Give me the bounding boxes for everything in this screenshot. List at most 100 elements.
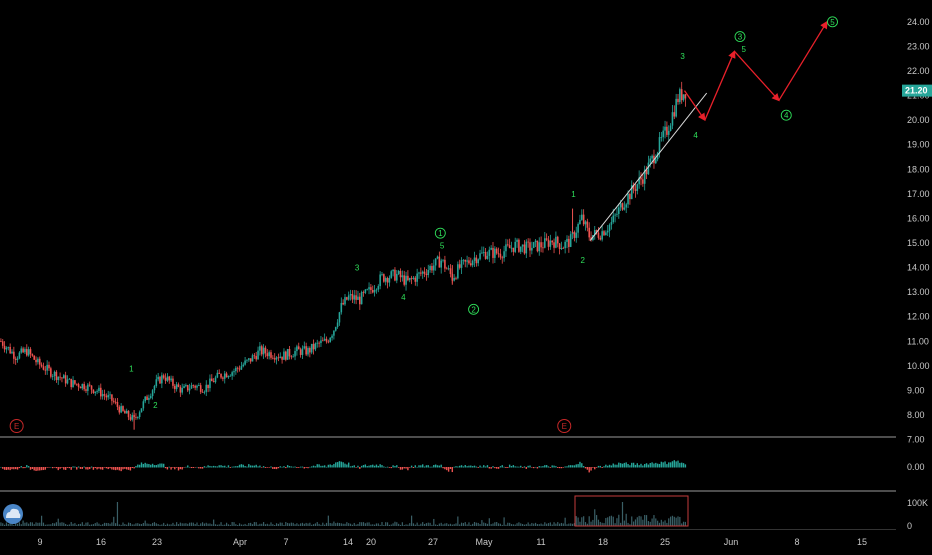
oscillator-bar — [516, 466, 518, 468]
oscillator-bar — [153, 465, 156, 468]
candle-body — [109, 394, 111, 396]
volume-bar — [79, 523, 82, 526]
volume-bar — [349, 523, 352, 526]
candle-body — [140, 408, 143, 413]
earnings-marker[interactable] — [9, 419, 24, 433]
volume-bar — [623, 520, 625, 526]
oscillator-bar — [386, 466, 389, 468]
candle-body — [344, 297, 346, 305]
oscillator-bar — [351, 465, 354, 468]
volume-bar — [658, 522, 661, 526]
volume-bar — [586, 523, 588, 526]
candle-body — [364, 289, 367, 293]
volume-bar — [599, 521, 601, 526]
volume-bar — [571, 523, 574, 526]
volume-bar — [386, 522, 389, 526]
oscillator-bar — [138, 464, 141, 468]
oscillator-bar — [185, 466, 187, 468]
candle-body — [355, 295, 357, 300]
volume-bar — [681, 523, 683, 526]
volume-bar — [303, 523, 305, 526]
oscillator-bar — [407, 467, 409, 471]
projection-segment[interactable] — [733, 50, 780, 102]
candle-body — [240, 366, 243, 370]
volume-bar — [525, 524, 527, 526]
projection-segment[interactable] — [704, 50, 736, 121]
volume-bar — [527, 522, 529, 526]
oscillator-bar — [275, 467, 278, 470]
oscillator-bar — [547, 466, 550, 468]
candle-body — [238, 368, 241, 370]
oscillator-bar — [571, 465, 574, 468]
projection-segment[interactable] — [778, 20, 828, 101]
wave-label: 4 — [401, 293, 406, 302]
oscillator-bar — [669, 462, 672, 468]
volume-bar — [682, 521, 685, 526]
candle-body — [470, 263, 472, 266]
oscillator-bar — [682, 463, 685, 468]
oscillator-bar — [181, 467, 183, 470]
oscillator-bar — [114, 467, 117, 471]
oscillator-bar — [494, 467, 496, 469]
volume-bar — [107, 523, 109, 526]
volume-bar — [374, 524, 376, 526]
oscillator-bar — [33, 467, 35, 471]
oscillator-bar — [520, 465, 522, 468]
volume-bar — [407, 524, 409, 526]
candle-body — [285, 351, 287, 360]
candle-body — [186, 385, 189, 391]
oscillator-bar — [190, 467, 193, 469]
time-tick-label: May — [475, 537, 493, 547]
oscillator-bar — [534, 466, 537, 468]
oscillator-bar — [492, 466, 494, 468]
oscillator-bar — [107, 467, 109, 470]
volume-bar — [155, 523, 157, 526]
candle-body — [51, 376, 54, 377]
candle-body — [418, 272, 420, 274]
volume-bar — [483, 522, 485, 526]
candle-body — [66, 379, 69, 384]
earnings-marker[interactable] — [557, 419, 572, 433]
volume-bar — [285, 522, 287, 526]
oscillator-bar — [383, 466, 385, 468]
candle-body — [103, 394, 106, 396]
volume-bar — [605, 517, 607, 526]
candle-body — [414, 277, 417, 282]
volume-highlight-box[interactable] — [574, 495, 689, 527]
oscillator-bar — [148, 464, 150, 468]
volume-bar — [398, 523, 400, 526]
oscillator-bar — [410, 465, 413, 468]
oscillator-bar — [640, 463, 642, 468]
oscillator-bar — [668, 462, 670, 468]
volume-bar — [520, 523, 522, 526]
volume-bar — [26, 522, 28, 526]
volume-bar — [616, 518, 618, 526]
candle-body — [468, 260, 470, 264]
candle-body — [155, 379, 158, 386]
volume-bar — [448, 524, 450, 526]
tradingview-logo-icon[interactable] — [3, 504, 23, 524]
candle-body — [299, 349, 302, 355]
volume-bar — [359, 522, 361, 526]
candle-body — [246, 359, 248, 361]
time-tick-label: 27 — [428, 537, 438, 547]
oscillator-bar — [499, 466, 502, 468]
candle-body — [427, 269, 430, 275]
candle-body — [453, 277, 455, 281]
price-tick-label: 24.00 — [907, 17, 930, 27]
volume-bar — [183, 523, 185, 526]
candle-body — [486, 255, 489, 259]
candle-body — [296, 346, 298, 352]
oscillator-bar — [101, 467, 104, 470]
candle-body — [597, 232, 600, 238]
oscillator-bar — [536, 467, 539, 469]
trendline[interactable] — [589, 92, 708, 241]
candle-body — [74, 380, 76, 384]
candle-body — [131, 415, 134, 420]
oscillator-bar — [523, 466, 526, 468]
projection-segment[interactable] — [683, 90, 706, 122]
oscillator-bar — [379, 464, 381, 468]
candle-body — [655, 159, 657, 164]
